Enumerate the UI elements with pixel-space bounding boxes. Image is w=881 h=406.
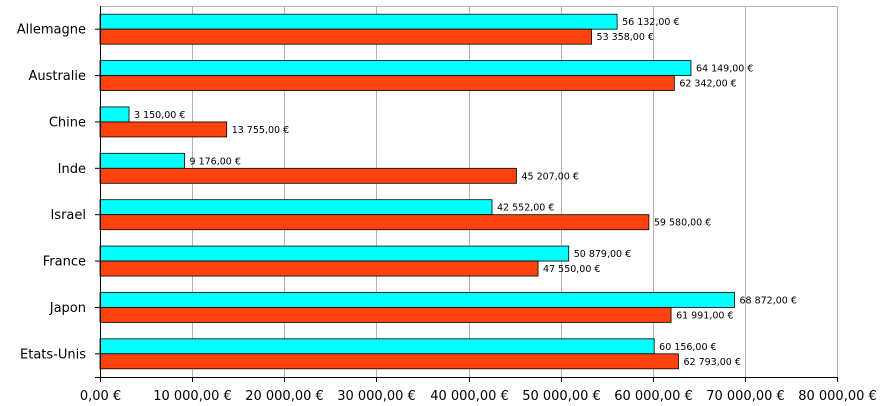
data-label: 9 176,00 € xyxy=(190,156,241,167)
bar-israel-series1 xyxy=(99,199,493,216)
x-tick-label: 10 000,00 € xyxy=(153,389,232,404)
x-tick-label: 0,00 € xyxy=(80,389,121,404)
category-label: Israel xyxy=(50,208,86,223)
data-label: 62 793,00 € xyxy=(683,357,740,368)
data-label: 59 580,00 € xyxy=(654,218,711,229)
bar-inde-series2 xyxy=(99,167,517,184)
bar-etats-unis-series2 xyxy=(99,353,679,370)
data-label: 56 132,00 € xyxy=(622,17,679,28)
bar-chine-series1 xyxy=(99,106,130,123)
x-tick-label: 80 000,00 € xyxy=(798,389,877,404)
category-label: Allemagne xyxy=(17,23,86,38)
data-label: 50 879,00 € xyxy=(574,249,631,260)
data-label: 53 358,00 € xyxy=(597,32,654,43)
category-label: Australie xyxy=(28,69,86,84)
bar-etats-unis-series1 xyxy=(99,338,655,355)
axes-group xyxy=(95,6,838,382)
data-label: 13 755,00 € xyxy=(232,125,289,136)
data-label: 45 207,00 € xyxy=(521,171,578,182)
bar-japon-series1 xyxy=(99,292,735,308)
category-label: France xyxy=(43,255,86,270)
data-label: 64 149,00 € xyxy=(696,64,753,75)
data-label: 62 342,00 € xyxy=(679,79,736,90)
bar-france-series1 xyxy=(99,245,570,262)
x-tick-label: 60 000,00 € xyxy=(614,389,693,404)
category-label: Etats-Unis xyxy=(20,347,86,362)
bar-allemagne-series2 xyxy=(99,28,592,45)
bar-inde-series1 xyxy=(99,152,185,169)
x-tick-label: 40 000,00 € xyxy=(430,389,509,404)
x-tick-label: 30 000,00 € xyxy=(337,389,416,404)
bar-australie-series1 xyxy=(99,60,692,76)
category-label: Japon xyxy=(49,301,86,316)
labels-group: 56 132,00 € 53 358,00 € Allemagne 64 149,00… xyxy=(17,17,877,404)
bar-israel-series2 xyxy=(99,214,650,231)
bars-group xyxy=(99,13,735,370)
bar-chine-series2 xyxy=(99,121,228,138)
data-label: 61 991,00 € xyxy=(676,310,733,321)
bar-australie-series2 xyxy=(99,75,675,91)
data-label: 47 550,00 € xyxy=(543,264,600,275)
bar-france-series2 xyxy=(99,260,539,277)
x-tick-label: 20 000,00 € xyxy=(245,389,324,404)
data-label: 42 552,00 € xyxy=(497,203,554,214)
bar-allemagne-series1 xyxy=(99,13,618,30)
category-label: Chine xyxy=(49,115,86,130)
data-label: 68 872,00 € xyxy=(739,295,796,306)
x-tick-label: 70 000,00 € xyxy=(706,389,785,404)
bar-japon-series2 xyxy=(99,307,672,323)
category-label: Inde xyxy=(58,162,86,177)
x-tick-label: 50 000,00 € xyxy=(522,389,601,404)
data-label: 60 156,00 € xyxy=(659,342,716,353)
data-label: 3 150,00 € xyxy=(134,110,185,121)
